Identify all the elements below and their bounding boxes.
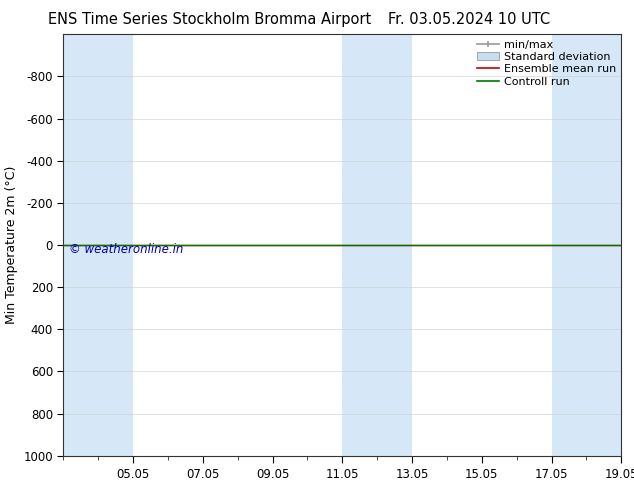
Text: © weatheronline.in: © weatheronline.in	[69, 243, 183, 256]
Y-axis label: Min Temperature 2m (°C): Min Temperature 2m (°C)	[5, 166, 18, 324]
Legend: min/max, Standard deviation, Ensemble mean run, Controll run: min/max, Standard deviation, Ensemble me…	[475, 38, 618, 89]
Bar	[552, 34, 621, 456]
Bar	[342, 34, 412, 456]
Text: Fr. 03.05.2024 10 UTC: Fr. 03.05.2024 10 UTC	[388, 12, 550, 27]
Bar	[63, 34, 133, 456]
Text: ENS Time Series Stockholm Bromma Airport: ENS Time Series Stockholm Bromma Airport	[48, 12, 371, 27]
